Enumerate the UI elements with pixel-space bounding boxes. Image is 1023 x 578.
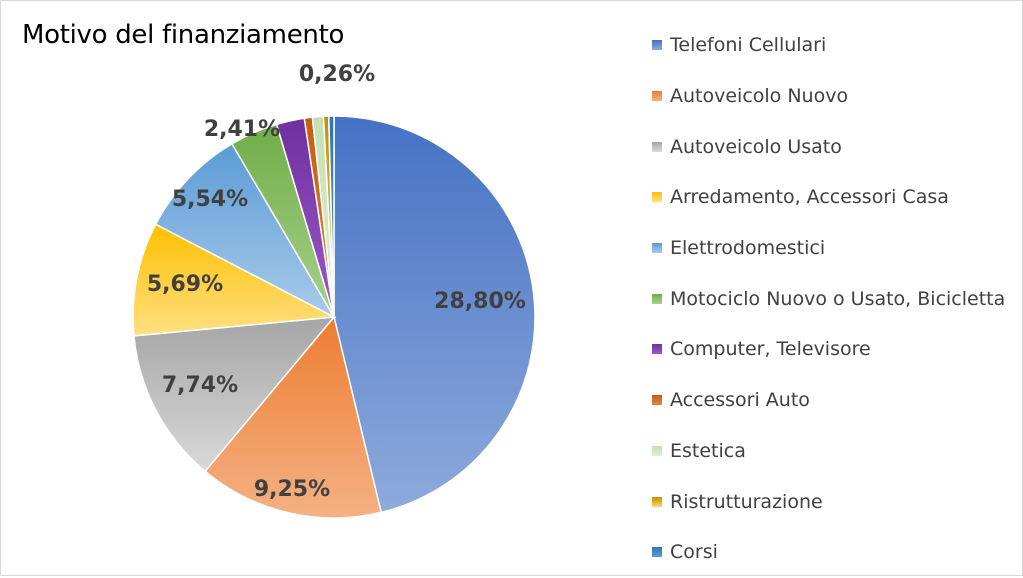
data-label-6: 2,41%	[204, 117, 280, 142]
data-label-3: 7,74%	[162, 373, 238, 398]
legend-swatch	[652, 91, 662, 102]
pie-slice-3	[133, 316, 336, 473]
pie-slice-1	[333, 115, 536, 514]
data-label-10: 0,26%	[299, 62, 375, 87]
legend-label: Ristrutturazione	[670, 490, 823, 513]
legend-swatch	[652, 445, 662, 456]
legend-label: Accessori Auto	[670, 389, 810, 412]
legend-label: Autoveicolo Usato	[670, 135, 842, 158]
legend-swatch	[652, 192, 662, 203]
legend-item: Corsi	[652, 527, 1017, 578]
legend-item: Autoveicolo Usato	[652, 121, 1017, 172]
legend-swatch	[652, 40, 662, 51]
legend-label: Arredamento, Accessori Casa	[670, 186, 949, 209]
legend-swatch	[652, 496, 662, 507]
legend-item: Accessori Auto	[652, 375, 1017, 426]
legend-label: Motociclo Nuovo o Usato, Bicicletta	[670, 287, 1006, 310]
legend-item: Computer, Televisore	[652, 324, 1017, 375]
legend-swatch	[652, 395, 662, 406]
data-label-1: 28,80%	[434, 289, 526, 314]
legend-swatch	[652, 293, 662, 304]
pie-slice-5	[154, 142, 336, 319]
legend-label: Estetica	[670, 439, 746, 462]
data-label-5: 5,54%	[172, 187, 248, 212]
legend-item: Autoveicolo Nuovo	[652, 71, 1017, 122]
legend-label: Elettrodomestici	[670, 237, 826, 260]
pie-slice-2	[204, 315, 383, 519]
pie-slice-4	[132, 223, 337, 337]
legend-item: Motociclo Nuovo o Usato, Bicicletta	[652, 273, 1017, 324]
pie-slice-11	[327, 115, 335, 318]
chart-legend: Telefoni Cellulari Autoveicolo Nuovo Autov…	[652, 20, 1017, 578]
legend-label: Autoveicolo Nuovo	[670, 85, 849, 108]
legend-item: Estetica	[652, 426, 1017, 477]
legend-item: Ristrutturazione	[652, 476, 1017, 527]
legend-item: Telefoni Cellulari	[652, 20, 1017, 71]
legend-label: Corsi	[670, 541, 718, 564]
data-label-4: 5,69%	[147, 272, 223, 297]
legend-label: Telefoni Cellulari	[670, 34, 827, 57]
legend-swatch	[652, 141, 662, 152]
legend-swatch	[652, 547, 662, 558]
legend-swatch	[652, 344, 662, 355]
legend-item: Arredamento, Accessori Casa	[652, 172, 1017, 223]
data-label-2: 9,25%	[254, 477, 330, 502]
legend-swatch	[652, 243, 662, 254]
legend-label: Computer, Televisore	[670, 338, 871, 361]
legend-item: Elettrodomestici	[652, 223, 1017, 274]
chart-title: Motivo del finanziamento	[22, 20, 345, 50]
